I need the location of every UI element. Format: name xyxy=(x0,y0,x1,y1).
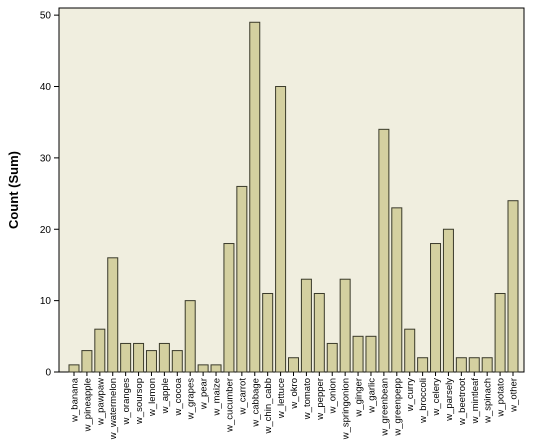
x-tick-label: w_parsely xyxy=(444,378,455,422)
bar-w_mintleaf xyxy=(468,357,480,373)
bar-w_potato xyxy=(494,292,506,373)
bar-w_banana xyxy=(68,364,80,373)
y-tick-label: 10 xyxy=(40,296,52,307)
bar-w_cucumber xyxy=(223,243,235,373)
x-tick-label: w_carrot xyxy=(237,378,248,416)
x-tick-label: w_maize xyxy=(212,378,223,417)
y-axis: 0 10 20 30 40 50 xyxy=(40,11,59,379)
bar-w_tomato xyxy=(300,278,312,373)
bar-w_parsely xyxy=(442,228,454,373)
x-tick-label: w_cucumber xyxy=(224,378,235,433)
bar-w_spinach xyxy=(481,357,493,373)
bar-w_watermelon xyxy=(107,257,119,373)
x-tick-label: w_tomato xyxy=(302,378,313,420)
bar-w_pear xyxy=(197,364,209,373)
bar-w_chin_cabb xyxy=(262,292,274,373)
x-tick-label: w_celery xyxy=(431,378,442,417)
x-tick-label: w_pineapple xyxy=(82,378,93,432)
bar-w_lettuce xyxy=(275,86,287,373)
x-tick-label: w_spinach xyxy=(483,378,494,424)
y-tick-label: 0 xyxy=(45,368,51,379)
bar-w_apple xyxy=(158,342,170,373)
bar-w_cocoa xyxy=(171,350,183,373)
x-tick-label: w_pepper xyxy=(315,378,326,421)
y-tick-label: 50 xyxy=(40,11,52,22)
bar-w_okro xyxy=(288,357,299,373)
x-tick-label: w_greenbean xyxy=(379,378,390,437)
x-tick-label: w_cocoa xyxy=(173,377,184,416)
x-tick-label: w_ginger xyxy=(354,378,365,418)
x-tick-label: w_garlic xyxy=(366,378,377,414)
bar-w_pepper xyxy=(313,292,325,373)
bar-w_onion xyxy=(326,342,338,373)
x-tick-label: w_banana xyxy=(70,377,81,423)
x-tick-label: w_lemon xyxy=(147,378,158,417)
x-tick-label: w_lettuce xyxy=(276,378,287,419)
bar-w_maize xyxy=(210,364,222,373)
bar-w_springonion xyxy=(339,278,351,373)
bars-group xyxy=(68,21,519,373)
bar-w_lemon xyxy=(145,350,157,373)
bar-w_soursop xyxy=(133,342,145,373)
x-tick-label: w_beetroot xyxy=(457,378,468,426)
bar-w_grapes xyxy=(184,300,196,373)
y-tick-label: 20 xyxy=(40,225,52,236)
x-tick-label: w_oranges xyxy=(121,378,132,426)
x-tick-label: w_mintleaf xyxy=(470,378,481,425)
x-tick-label: w_pawpaw xyxy=(95,378,106,426)
bar-w_pawpaw xyxy=(94,328,106,373)
bar-w_ginger xyxy=(352,335,364,373)
x-tick-label: w_cabbage xyxy=(250,378,261,428)
x-tick-label: w_broccoli xyxy=(418,378,429,424)
x-tick-label: w_okro xyxy=(289,378,300,410)
bar-w_beetroot xyxy=(455,357,467,373)
x-tick-label: w_chin_cabb xyxy=(263,378,274,434)
x-tick-label: w_greenpepp xyxy=(392,378,403,437)
x-axis: w_banana w_pineapple w_pawpaw w_watermelon w… xyxy=(70,372,520,440)
bar-w_broccoli xyxy=(417,357,429,373)
bar-w_pineapple xyxy=(81,350,93,373)
x-tick-label: w_curry xyxy=(405,378,416,413)
x-tick-label: w_springonion xyxy=(341,378,352,440)
bar-w_greenbean xyxy=(378,128,390,373)
bar-w_carrot xyxy=(236,185,248,373)
x-tick-label: w_onion xyxy=(328,378,339,414)
bar-w_other xyxy=(507,200,519,373)
x-tick-label: w_other xyxy=(509,378,520,413)
x-tick-label: w_grapes xyxy=(186,378,197,420)
bar-w_greenpepp xyxy=(391,207,403,373)
y-tick-label: 40 xyxy=(40,82,52,93)
x-tick-label: w_potato xyxy=(496,378,507,418)
x-tick-label: w_apple xyxy=(160,378,171,414)
x-tick-label: w_pear xyxy=(199,378,210,410)
x-tick-label: w_watermelon xyxy=(108,378,119,440)
bar-w_celery xyxy=(430,243,442,373)
bar-w_oranges xyxy=(120,342,132,373)
x-tick-label: w_soursop xyxy=(134,378,145,425)
bar-w_curry xyxy=(404,328,416,373)
y-axis-label: Count (Sum) xyxy=(6,151,21,229)
plot-area xyxy=(58,7,525,373)
y-tick-label: 30 xyxy=(40,153,52,164)
bar-w_garlic xyxy=(365,335,377,373)
bar-w_cabbage xyxy=(249,21,261,373)
